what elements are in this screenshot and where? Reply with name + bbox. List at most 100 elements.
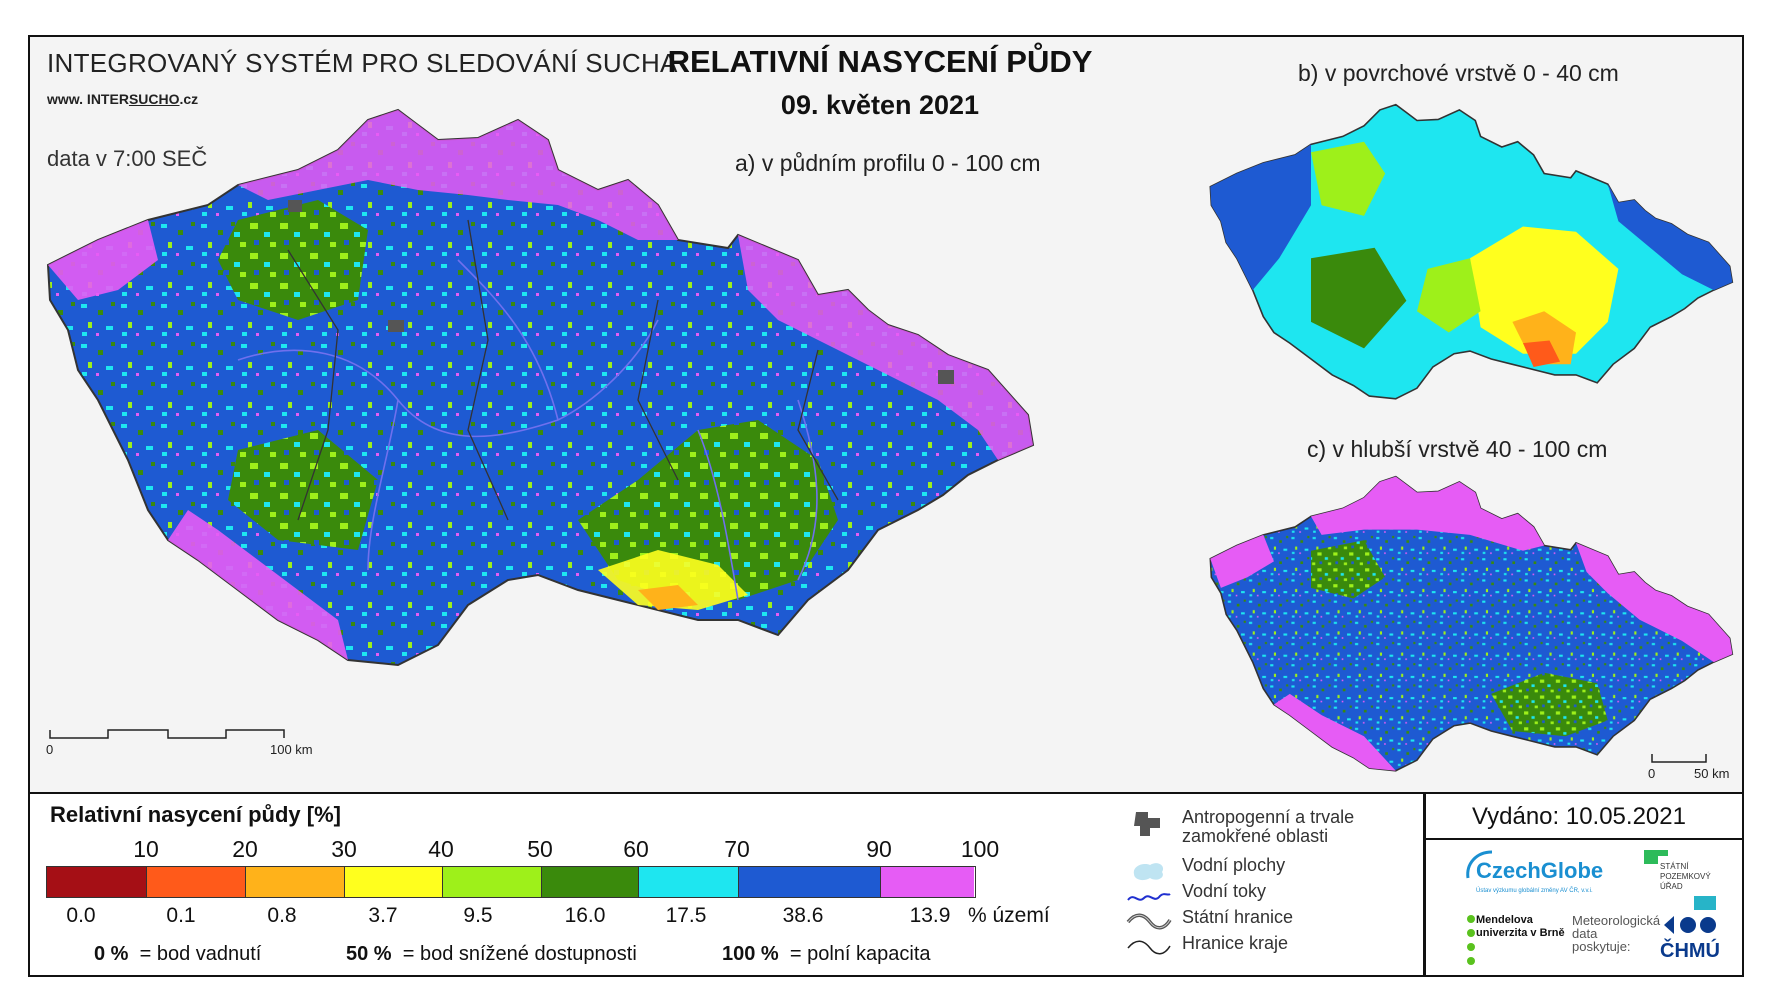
anthropogenic-area-icon: [1134, 812, 1160, 836]
legend-color-ramp: [46, 866, 976, 898]
legend-title: Relativní nasycení půdy [%]: [50, 802, 341, 827]
map-a-magenta-west: [48, 220, 158, 300]
legend-swatch: [246, 867, 345, 897]
symbology-label: Vodní toky: [1182, 881, 1267, 901]
map-a-magenta-sw: [168, 510, 348, 660]
threshold-label: 70: [724, 836, 750, 862]
threshold-label: 10: [133, 836, 159, 862]
symbology-label: Hranice kraje: [1182, 933, 1289, 953]
map-c: [1209, 475, 1734, 772]
map-b: [1209, 103, 1734, 400]
legend-swatch: [739, 867, 881, 897]
definition-value: 100 %: [722, 943, 779, 965]
symbology-region-border: Hranice kraje: [1126, 934, 1288, 964]
main-date: 09. květen 2021: [780, 90, 980, 120]
spu-logo-text: STÁTNÍ POZEMKOVÝ ÚŘAD: [1660, 862, 1711, 891]
threshold-label: 20: [232, 836, 258, 862]
map-a-magenta-east: [738, 235, 1033, 460]
map-a: [46, 108, 1035, 667]
map-a-yellow-south: [598, 550, 748, 610]
area-value: 16.0: [564, 904, 606, 927]
map-b-label: b) v povrchové vrstvě 0 - 40 cm: [1298, 60, 1619, 86]
map-a-dark-patch-3: [938, 370, 954, 384]
region-border-icon: [1127, 940, 1171, 955]
definition-text: = bod snížené dostupnosti: [402, 943, 637, 965]
system-title: INTEGROVANÝ SYSTÉM PRO SLEDOVÁNÍ SUCHA: [47, 48, 678, 78]
chmu-logo-icon: [1664, 916, 1716, 934]
chmu-logo-text: ČHMÚ: [1660, 940, 1720, 962]
area-value: 38.6: [782, 904, 824, 927]
area-unit: % území: [968, 904, 1050, 927]
issued-divider: [1425, 838, 1744, 840]
spu-logo-icon: [1644, 850, 1668, 864]
scale-c-start: 0: [1648, 766, 1656, 781]
mendel-dots-icon: [1467, 915, 1475, 965]
map-c-label: c) v hlubší vrstvě 40 - 100 cm: [1307, 436, 1608, 462]
data-time: data v 7:00 SEČ: [47, 146, 208, 171]
legend-swatch: [542, 867, 639, 897]
area-value: 0.1: [166, 904, 196, 927]
area-value: 3.7: [368, 904, 398, 927]
scale-bar-c: [1651, 754, 1707, 763]
symbology-label: Antropogenní a trvale zamokřené oblasti: [1182, 807, 1355, 846]
spu-accent-icon: [1694, 896, 1716, 910]
scale-c-end: 50 km: [1694, 766, 1730, 781]
map-a-region-borders: [287, 219, 839, 521]
legend-swatch: [443, 867, 542, 897]
legend-swatch: [47, 867, 147, 897]
mendel-logo-text: Mendelova univerzita v Brně: [1476, 914, 1565, 939]
map-a-dark-patch-1: [288, 200, 302, 212]
definition-reduced: 50 % = bod snížené dostupnosti: [346, 943, 637, 966]
czechglobe-logo-text: CzechGlobe: [1476, 858, 1604, 883]
map-a-orange-south: [638, 585, 698, 610]
area-value: 9.5: [463, 904, 493, 927]
url-suffix: .cz: [179, 91, 199, 107]
legend-swatch: [639, 867, 739, 897]
definition-value: 0 %: [94, 943, 129, 965]
area-value: 0.8: [267, 904, 297, 927]
definition-capacity: 100 % = polní kapacita: [722, 943, 931, 966]
legend-swatch: [881, 867, 974, 897]
threshold-label: 30: [331, 836, 357, 862]
map-a-magenta-north: [238, 110, 678, 240]
map-a-green-nw: [218, 200, 368, 320]
symbology-anthropogenic: Antropogenní a trvale zamokřené oblasti: [1126, 808, 1372, 846]
meteo-text: Meteorologická data poskytuje:: [1572, 913, 1661, 954]
threshold-label: 100: [960, 836, 1000, 862]
symbology-state-border: Státní hranice: [1126, 908, 1293, 938]
area-value: 17.5: [665, 904, 707, 927]
system-url[interactable]: www. INTERSUCHO.cz: [47, 91, 198, 107]
czechglobe-subtitle: Ústav výzkumu globální změny AV ČR, v.v.…: [1476, 888, 1593, 894]
url-prefix: www. INTER: [47, 91, 129, 107]
definition-wilting: 0 % = bod vadnutí: [94, 943, 261, 966]
scale-bar-a: [49, 729, 285, 739]
threshold-label: 50: [527, 836, 553, 862]
map-a-rivers: [237, 259, 818, 601]
legend-swatch: [345, 867, 443, 897]
url-underlined: SUCHO: [128, 91, 180, 107]
map-a-dark-patch-2: [388, 320, 404, 332]
scale-a-end: 100 km: [270, 742, 313, 757]
main-title: RELATIVNÍ NASYCENÍ PŮDY: [667, 44, 1093, 79]
legend-swatch: [147, 867, 246, 897]
river-icon: [1127, 893, 1171, 901]
threshold-label: 40: [428, 836, 454, 862]
state-border-icon: [1126, 913, 1172, 930]
symbology-river: Vodní toky: [1126, 882, 1266, 912]
symbology-label: Státní hranice: [1182, 907, 1294, 927]
map-a-green-sw: [228, 430, 378, 550]
threshold-label: 90: [866, 836, 892, 862]
area-value: 0.0: [66, 904, 96, 927]
definition-value: 50 %: [346, 943, 392, 965]
czechglobe-logo-icon: [1466, 850, 1493, 879]
scale-a-start: 0: [46, 742, 54, 757]
issued-date: Vydáno: 10.05.2021: [1472, 803, 1686, 830]
area-value: 13.9: [909, 904, 951, 927]
definition-text: = polní kapacita: [789, 943, 931, 965]
definition-text: = bod vadnutí: [139, 943, 262, 965]
map-a-label: a) v půdním profilu 0 - 100 cm: [735, 150, 1041, 176]
water-body-icon: [1133, 863, 1164, 881]
panel-divider: [1423, 792, 1426, 977]
symbology-water-body: Vodní plochy: [1126, 856, 1285, 886]
symbology-label: Vodní plochy: [1182, 855, 1286, 875]
